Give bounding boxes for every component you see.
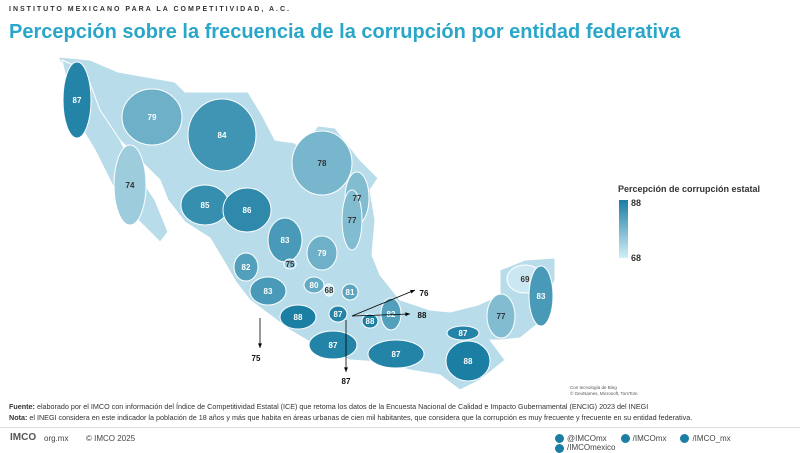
state-value: 69 — [521, 275, 530, 284]
callout-value: 76 — [420, 289, 429, 298]
state-value: 87 — [459, 329, 468, 338]
state — [446, 325, 480, 341]
state-value: 87 — [73, 96, 82, 105]
state — [367, 339, 425, 369]
state — [341, 189, 363, 251]
note: Nota: el INEGI considera en este indicad… — [9, 413, 692, 422]
social-link[interactable]: @IMCOmx — [555, 434, 607, 444]
legend-min: 68 — [631, 253, 641, 263]
social-handle: @IMCOmx — [567, 434, 607, 443]
state-value: 75 — [286, 260, 295, 269]
site: org.mx — [44, 434, 69, 443]
state — [121, 88, 183, 146]
state — [222, 187, 272, 233]
state — [308, 330, 358, 360]
state — [62, 61, 92, 139]
note-label: Nota: — [9, 413, 28, 422]
state-value: 77 — [353, 194, 362, 203]
state-value: 77 — [348, 216, 357, 225]
state-value: 82 — [242, 263, 251, 272]
source-text: elaborado por el IMCO con información de… — [36, 402, 649, 411]
social-link[interactable]: /IMCOmx — [620, 434, 667, 444]
state-value: 77 — [497, 312, 506, 321]
state-value: 83 — [264, 287, 273, 296]
state-value: 81 — [346, 288, 355, 297]
social-links: @IMCOmx/IMCOmx/IMCO_mx/IMCOmexico — [555, 434, 800, 453]
legend-max: 88 — [631, 198, 641, 208]
social-icon — [555, 434, 564, 444]
state-value: 87 — [329, 341, 338, 350]
legend-scale — [619, 200, 628, 258]
copyright: © IMCO 2025 — [86, 434, 136, 443]
page-title: Percepción sobre la frecuencia de la cor… — [9, 21, 681, 43]
state-value: 79 — [148, 113, 157, 122]
state — [341, 283, 359, 301]
state-value: 87 — [334, 310, 343, 319]
state-value: 80 — [310, 281, 319, 290]
arrow-head — [405, 312, 410, 317]
state — [323, 283, 335, 297]
state-value: 74 — [126, 181, 135, 190]
note-text: el INEGI considera en este indicador la … — [29, 413, 693, 422]
callout-arrow — [351, 289, 416, 317]
callout-value: 88 — [418, 311, 427, 320]
state — [233, 252, 259, 282]
social-link[interactable]: /IMCO_mx — [680, 434, 731, 444]
state-value: 79 — [318, 249, 327, 258]
state — [306, 235, 338, 271]
state-value: 88 — [366, 317, 375, 326]
source: Fuente: elaborado por el IMCO con inform… — [9, 402, 648, 411]
callout-value: 87 — [342, 377, 351, 386]
social-icon — [620, 434, 630, 444]
state — [283, 258, 297, 270]
state — [361, 313, 379, 329]
state-value: 85 — [201, 201, 210, 210]
state — [187, 98, 257, 172]
state — [486, 293, 516, 339]
state — [249, 276, 287, 306]
state-value: 88 — [294, 313, 303, 322]
legend-title: Percepción de corrupción estatal — [618, 184, 760, 194]
state-value: 84 — [218, 131, 227, 140]
state-value: 68 — [325, 286, 334, 295]
callout-arrow — [351, 313, 411, 317]
state — [279, 304, 317, 330]
social-handle: /IMCOmx — [632, 434, 667, 443]
org-name: INSTITUTO MEXICANO PARA LA COMPETITIVIDA… — [9, 6, 291, 13]
state-value: 88 — [464, 357, 473, 366]
state — [113, 144, 147, 226]
social-handle: /IMCOmexico — [567, 443, 616, 453]
social-icon — [680, 434, 690, 444]
state-value: 78 — [318, 159, 327, 168]
state — [445, 340, 491, 382]
callout-value: 75 — [252, 354, 261, 363]
state-value: 83 — [281, 236, 290, 245]
state-value: 83 — [537, 292, 546, 301]
logo: IMCO — [10, 432, 37, 443]
state-value: 87 — [392, 350, 401, 359]
arrow-head — [344, 367, 348, 372]
state — [303, 276, 325, 294]
state — [291, 130, 353, 196]
state — [328, 305, 348, 323]
social-icon — [555, 443, 564, 453]
footer-bar: IMCO org.mx © IMCO 2025 @IMCOmx/IMCOmx/I… — [0, 427, 800, 453]
social-link[interactable]: /IMCOmexico — [555, 443, 616, 453]
social-handle: /IMCO_mx — [692, 434, 731, 443]
arrow-head — [410, 289, 415, 294]
source-label: Fuente: — [9, 402, 35, 411]
attribution: © GeoNames, Microsoft, TomTom — [570, 390, 638, 396]
attribution: Con tecnología de Bing — [570, 385, 617, 390]
arrow-head — [258, 343, 262, 348]
state — [528, 265, 554, 327]
state-value: 86 — [243, 206, 252, 215]
